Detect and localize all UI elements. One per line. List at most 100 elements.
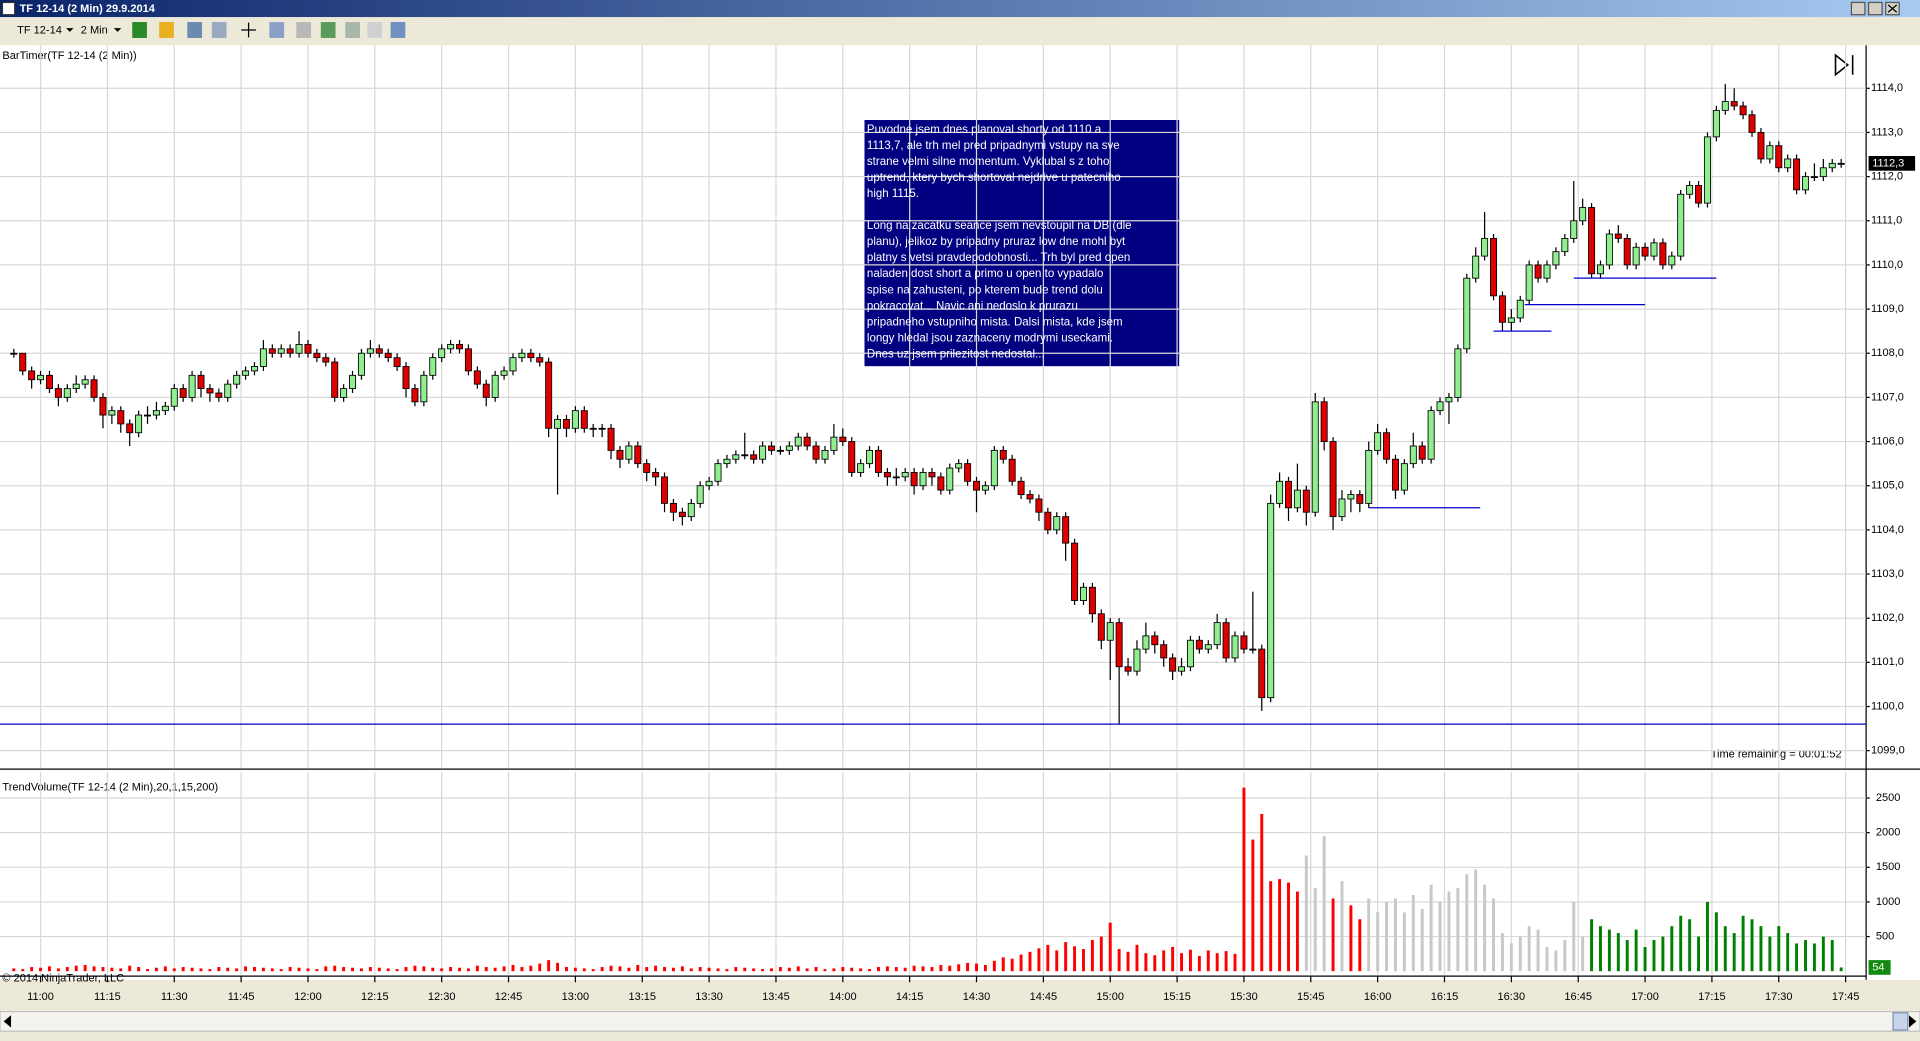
volume-bar <box>1795 943 1799 972</box>
candle-body <box>1088 586 1096 615</box>
x-tick-label: 12:15 <box>361 991 389 1003</box>
zoom-in-button[interactable] <box>187 22 203 38</box>
indicators-button[interactable] <box>320 22 336 38</box>
instrument-label: TF 12-14 <box>17 25 62 37</box>
x-tick-label: 12:30 <box>428 991 456 1003</box>
candle-body <box>874 449 882 473</box>
window-controls[interactable] <box>1850 1 1900 16</box>
x-tick-label: 17:30 <box>1765 991 1793 1003</box>
print-button[interactable] <box>367 22 383 38</box>
x-tick-label: 15:30 <box>1230 991 1258 1003</box>
volume-bar <box>1064 942 1068 972</box>
y-tick-label: 1110,0 <box>1871 259 1903 271</box>
candle-body <box>304 343 312 354</box>
volume-bar <box>1821 936 1825 972</box>
candle-body <box>571 410 579 429</box>
scrollbar[interactable] <box>0 1010 1920 1032</box>
candle-body <box>259 348 267 367</box>
volume-bar <box>502 966 506 972</box>
properties-button[interactable] <box>296 22 312 38</box>
candle-body <box>607 427 615 451</box>
volume-bar <box>1126 951 1130 972</box>
volume-bar <box>1215 953 1219 972</box>
x-tick-label: 11:00 <box>27 991 54 1003</box>
candle-body <box>1650 242 1658 257</box>
volume-bar <box>921 966 925 972</box>
candle-body <box>1186 639 1194 668</box>
candle-body <box>1561 238 1569 253</box>
scroll-thumb[interactable] <box>1892 1012 1909 1031</box>
x-tick-label: 11:30 <box>161 991 188 1003</box>
volume-bar <box>1607 929 1611 972</box>
candle-body <box>456 343 464 350</box>
minimize-button[interactable] <box>1850 1 1866 16</box>
volume-bar <box>511 964 515 972</box>
zoom-out-button[interactable] <box>211 22 227 38</box>
candle-body <box>1766 145 1774 160</box>
strategies-button[interactable] <box>345 22 360 38</box>
annotation-line: 1113,7, ale trh mel pred pripadnymi vstu… <box>867 140 1120 152</box>
restore-button[interactable] <box>1867 1 1883 16</box>
volume-bar <box>1099 936 1103 972</box>
candle-body <box>1124 666 1132 672</box>
volume-bar <box>814 967 818 972</box>
app-icon <box>1 1 16 16</box>
volume-bar <box>163 966 167 972</box>
trade-button[interactable] <box>390 22 406 38</box>
candle-body <box>1374 432 1382 451</box>
volume-bar <box>1001 957 1005 972</box>
volume-bar <box>1429 884 1433 972</box>
volume-bar <box>128 965 132 972</box>
toolbar-buttons[interactable] <box>132 22 406 38</box>
volume-bar <box>1804 940 1807 972</box>
volume-bar <box>1492 898 1495 972</box>
data-box-button[interactable] <box>269 22 285 38</box>
candle-body <box>696 485 704 504</box>
go-to-end-button[interactable] <box>1834 53 1854 77</box>
x-tick-label: 15:00 <box>1096 991 1124 1003</box>
volume-bar <box>30 967 34 972</box>
candle-body <box>518 352 526 359</box>
volume-bar <box>101 967 105 972</box>
candle-body <box>634 445 642 465</box>
chart-style-button[interactable] <box>132 22 147 38</box>
draw-button[interactable] <box>159 22 174 38</box>
volume-bar <box>1661 936 1665 972</box>
candle-body <box>643 463 651 473</box>
dropdown-arrow <box>113 28 122 32</box>
volume-bar <box>770 968 773 972</box>
volume-bar <box>1572 901 1576 972</box>
candle-body <box>1365 449 1373 504</box>
x-tick-label: 11:45 <box>228 991 255 1003</box>
candle-body <box>1686 185 1694 195</box>
interval-dropdown[interactable] <box>75 20 125 41</box>
candle-body <box>910 472 918 487</box>
y-tick-label: 1108,0 <box>1871 347 1904 359</box>
candle-body <box>1079 586 1087 601</box>
candle-body <box>759 445 767 460</box>
candle-body <box>1160 644 1168 659</box>
candle-body <box>821 449 829 460</box>
x-tick-label: 15:15 <box>1163 991 1191 1003</box>
volume-bar <box>529 965 533 972</box>
volume-bar <box>582 968 586 972</box>
volume-bar <box>1509 943 1513 972</box>
crosshair-button[interactable] <box>241 22 256 38</box>
volume-bar <box>903 967 907 972</box>
candle-body <box>1828 162 1836 169</box>
volume-bar <box>1242 787 1246 972</box>
candle-body <box>90 379 98 398</box>
volume-bar <box>752 968 756 972</box>
volume-bar <box>957 964 961 972</box>
volume-bar <box>1073 946 1077 972</box>
x-tick-label: 14:45 <box>1030 991 1058 1003</box>
instrument-dropdown[interactable] <box>9 20 74 41</box>
volume-bar <box>1385 901 1389 972</box>
candle-body <box>1204 644 1212 650</box>
candle-body <box>999 449 1007 460</box>
scroll-left[interactable] <box>3 1015 12 1028</box>
scroll-right[interactable] <box>1908 1015 1917 1028</box>
volume-bar <box>591 969 595 972</box>
volume-bar <box>868 969 872 972</box>
